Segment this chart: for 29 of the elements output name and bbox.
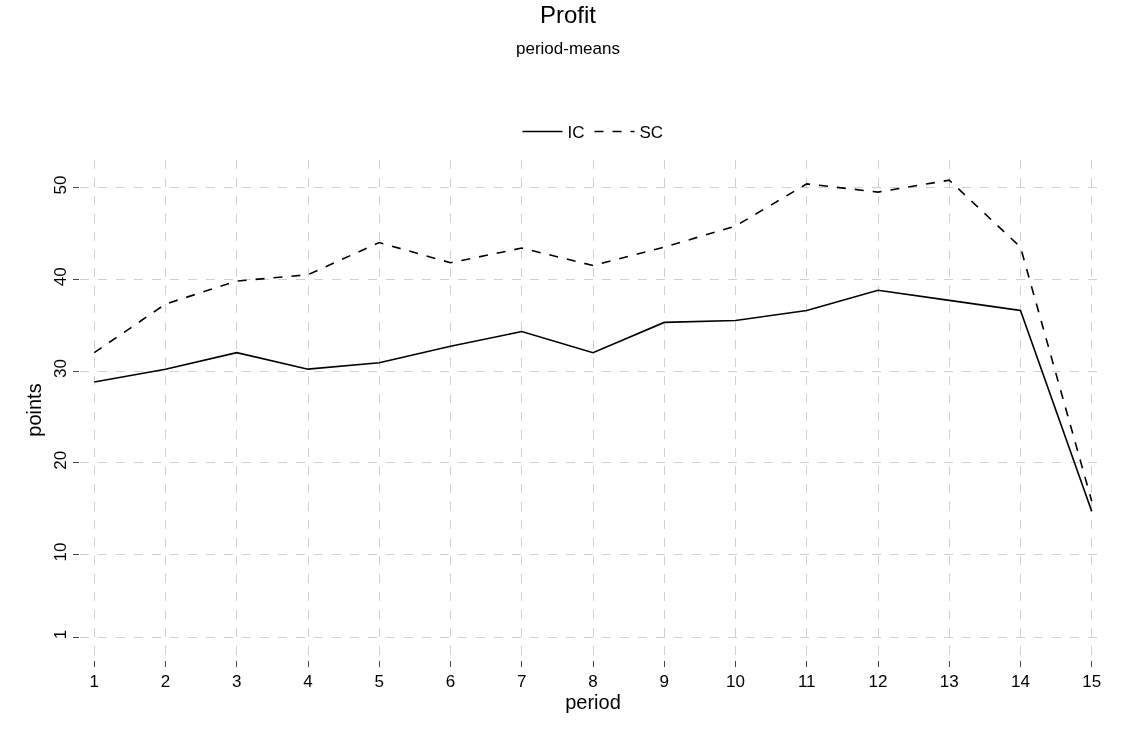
x-tick-label: 13 (939, 672, 959, 692)
x-tick-label: 7 (517, 672, 527, 692)
y-tick-label: 50 (51, 175, 71, 195)
x-tick-label: 14 (1011, 672, 1030, 692)
x-axis-title: period (565, 691, 621, 714)
y-tick-label: 1 (51, 629, 71, 640)
x-tick-label: 1 (89, 672, 99, 692)
y-axis-title: points (22, 383, 45, 437)
x-tick-label: 10 (726, 672, 745, 692)
chart-subtitle: period-means (516, 38, 620, 58)
x-tick-label: 2 (160, 672, 171, 692)
chart-title: Profit (539, 0, 597, 28)
x-tick-label: 5 (374, 672, 384, 692)
x-tick-label: 11 (797, 672, 816, 692)
y-tick-label: 30 (51, 359, 71, 378)
x-tick-label: 8 (588, 672, 598, 692)
legend-label: IC (567, 123, 585, 143)
x-tick-label: 15 (1082, 672, 1102, 692)
line-series (93, 179, 1093, 503)
x-tick-label: 3 (232, 672, 242, 692)
x-tick-label: 9 (659, 672, 669, 692)
line-series (93, 289, 1093, 513)
x-tick-label: 12 (868, 672, 888, 692)
x-tick-label: 4 (303, 672, 313, 692)
x-tick-label: 6 (445, 672, 456, 692)
y-tick-label: 10 (51, 542, 71, 562)
y-tick-label: 20 (51, 450, 71, 470)
legend-label: SC (639, 123, 664, 143)
y-tick-label: 40 (51, 267, 71, 287)
